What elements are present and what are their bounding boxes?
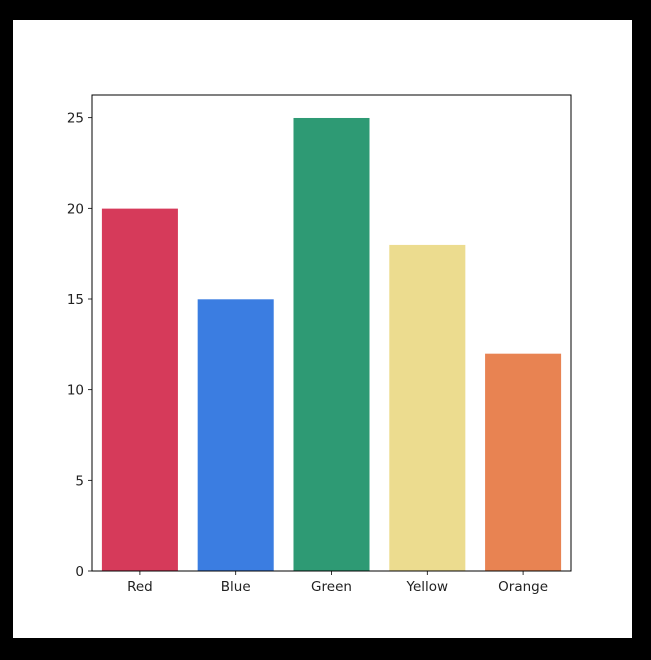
x-tick-label: Green <box>311 579 352 595</box>
y-tick-label: 0 <box>75 564 84 580</box>
x-tick-label: Blue <box>221 579 251 595</box>
bar-green <box>292 117 371 572</box>
y-tick-label: 25 <box>67 111 84 127</box>
y-tick-label: 5 <box>75 473 84 489</box>
x-tick-label: Red <box>127 579 153 595</box>
bar-blue <box>197 298 275 572</box>
y-tick-label: 20 <box>67 201 84 217</box>
x-tick-label: Orange <box>498 579 548 595</box>
y-tick-label: 10 <box>67 383 84 399</box>
bar-orange <box>484 353 562 572</box>
axes-frame <box>91 94 572 572</box>
bar-yellow <box>388 244 466 572</box>
x-tick-label: Yellow <box>406 579 449 595</box>
bar-chart: Red Blue Green Yellow Orange 0 5 10 15 20 25 <box>67 94 572 595</box>
bar-red <box>101 208 179 572</box>
y-tick-label: 15 <box>67 292 84 308</box>
figure-canvas: Red Blue Green Yellow Orange 0 5 10 15 20 25 <box>13 20 632 638</box>
